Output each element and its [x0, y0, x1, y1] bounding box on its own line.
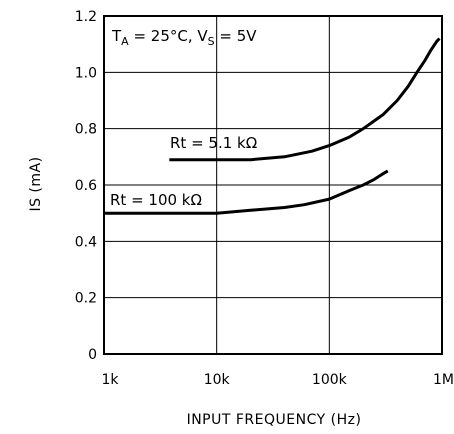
x-tick-label: 10k: [204, 372, 231, 388]
y-tick-label: 1.0: [75, 65, 97, 81]
series-line-1: [104, 169, 389, 215]
x-tick-label: 100k: [312, 372, 348, 388]
x-tick-label: 1k: [101, 372, 119, 388]
y-tick-label: 0: [88, 347, 97, 363]
condition-sub-s: S: [208, 35, 215, 48]
series-line-0: [169, 37, 441, 162]
series-label-5k1: Rt = 5.1 kΩ: [170, 134, 257, 152]
condition-annotation: TA = 25°C, VS = 5V: [111, 27, 257, 48]
y-axis-label: IS (mA): [28, 156, 44, 211]
tick-labels: 1k 10k 100k 1M 0 0.2 0.4 0.6 0.8 1.0 1.2: [75, 9, 454, 388]
x-tick-label: 1M: [433, 372, 454, 388]
y-tick-label: 1.2: [75, 9, 97, 25]
plot-frame: [103, 15, 443, 355]
x-axis-label: INPUT FREQUENCY (Hz): [187, 412, 362, 428]
series-label-100k: Rt = 100 kΩ: [110, 191, 202, 209]
y-tick-label: 0.2: [75, 291, 97, 307]
y-tick-label: 0.4: [75, 234, 97, 250]
grid-lines: [103, 15, 443, 355]
y-tick-label: 0.8: [75, 122, 97, 138]
condition-tail: = 5V: [215, 27, 258, 45]
curves: [104, 37, 441, 215]
y-tick-label: 0.6: [75, 178, 97, 194]
condition-sub-a: A: [121, 35, 129, 48]
condition-main: T: [111, 27, 122, 45]
condition-mid: = 25°C, V: [129, 27, 209, 45]
